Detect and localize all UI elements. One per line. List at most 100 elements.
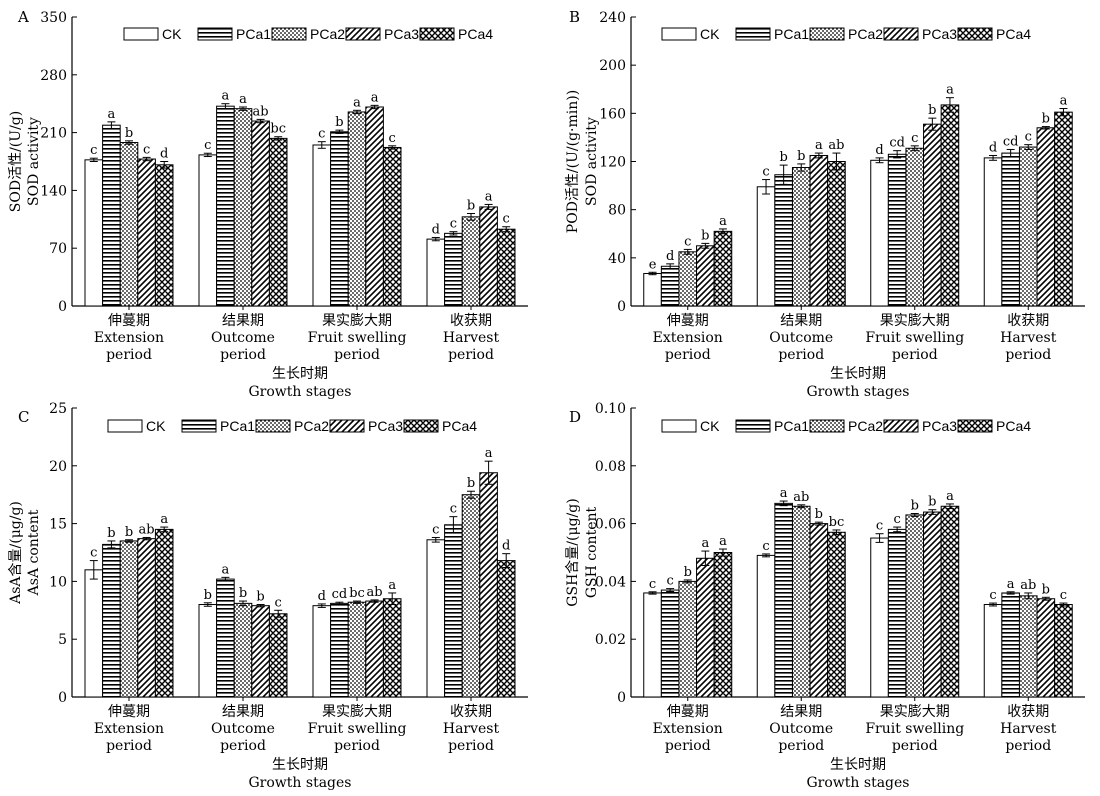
significance-label: a <box>108 107 116 122</box>
significance-label: c <box>275 595 282 610</box>
bar <box>251 605 270 698</box>
x-axis-title-en: Growth stages <box>249 775 352 791</box>
bar <box>923 123 942 307</box>
bar <box>84 159 104 307</box>
category-label-zh: 收获期 <box>450 313 492 329</box>
chart-panel-a: A 0 70 140 210 280 350 SOD活性/(U/g) SOD activity 伸… <box>8 8 528 400</box>
x-axis-title-en: Growth stages <box>249 384 352 400</box>
y-tick-label: 140 <box>40 183 67 199</box>
bar <box>696 245 715 307</box>
significance-label: a <box>701 536 709 551</box>
x-axis-title: 生长时期 <box>272 757 328 773</box>
bar <box>940 505 960 698</box>
y-tick-label: 80 <box>608 203 626 219</box>
category-label-en2: period <box>1005 738 1051 754</box>
significance-label: b <box>928 103 936 118</box>
legend-swatch <box>197 27 233 41</box>
category-label-zh: 收获期 <box>1007 313 1049 329</box>
category-label-zh: 结果期 <box>222 313 264 329</box>
category-label-en2: period <box>665 738 711 754</box>
significance-label: c <box>90 143 97 158</box>
bar <box>1018 146 1038 307</box>
bar <box>365 600 384 698</box>
category-label-en: Outcome <box>769 721 833 737</box>
x-axis-title: 生长时期 <box>272 366 328 382</box>
bar <box>461 494 481 698</box>
category-label-en: Fruit swelling <box>865 330 964 346</box>
category-label-en: Extension <box>653 330 723 346</box>
bar <box>216 578 235 698</box>
significance-label: b <box>815 507 823 522</box>
legend-swatch <box>809 27 845 41</box>
y-tick-label: 240 <box>599 10 626 26</box>
category-label-en2: period <box>334 347 380 363</box>
legend-label: PCa4 <box>996 26 1031 42</box>
significance-label: a <box>719 214 727 229</box>
bar <box>827 531 846 698</box>
significance-label: ab <box>1020 578 1036 593</box>
significance-label: a <box>222 89 230 104</box>
significance-label: c <box>684 234 691 249</box>
bar <box>312 605 332 698</box>
bar <box>809 154 829 307</box>
bar <box>827 161 846 307</box>
significance-label: cd <box>1003 134 1019 149</box>
bar <box>940 104 960 307</box>
bar <box>268 137 288 307</box>
bar <box>426 238 446 307</box>
y-tick-label: 10 <box>49 574 67 590</box>
bar <box>444 232 463 307</box>
legend-label: PCa1 <box>774 26 809 42</box>
legend-swatch <box>883 27 919 41</box>
y-tick-label: 280 <box>40 68 67 84</box>
significance-label: bc <box>270 122 286 137</box>
significance-label: ab <box>793 490 809 505</box>
significance-label: b <box>467 476 475 491</box>
legend-label: CK <box>700 418 720 434</box>
bar <box>496 228 516 307</box>
category-label-en2: period <box>448 347 494 363</box>
significance-label: c <box>1060 588 1067 603</box>
category-label-zh: 果实膨大期 <box>880 703 950 720</box>
y-tick-label: 0.10 <box>595 401 626 417</box>
significance-label: e <box>649 257 657 272</box>
significance-label: b <box>204 588 212 603</box>
category-label-en: Outcome <box>769 330 833 346</box>
legend-label: PCa4 <box>996 418 1031 434</box>
category-label-en: Fruit swelling <box>865 721 964 737</box>
bar <box>233 108 253 307</box>
legend-label: PCa2 <box>848 418 883 434</box>
category-label-en: Extension <box>94 330 164 346</box>
significance-label: cd <box>332 587 348 602</box>
significance-label: a <box>719 534 727 549</box>
bar <box>1036 598 1056 698</box>
bar <box>643 592 662 698</box>
bar <box>312 144 332 307</box>
significance-label: cd <box>889 136 905 151</box>
legend-label: PCa3 <box>922 26 957 42</box>
significance-label: c <box>894 512 901 527</box>
category-label-zh: 果实膨大期 <box>322 703 392 720</box>
significance-label: b <box>107 526 115 541</box>
significance-label: d <box>160 147 168 162</box>
bar <box>426 539 446 698</box>
significance-label: b <box>701 228 709 243</box>
x-axis-title-en: Growth stages <box>807 384 910 400</box>
category-label-en2: period <box>778 738 824 754</box>
significance-label: d <box>502 539 510 554</box>
panel-letter: D <box>569 408 581 426</box>
significance-label: c <box>143 142 150 157</box>
significance-label: a <box>1007 577 1015 592</box>
significance-label: c <box>762 539 769 554</box>
significance-label: b <box>256 590 264 605</box>
bar <box>1054 111 1073 307</box>
significance-label: ab <box>828 138 844 153</box>
category-label-en2: period <box>106 738 152 754</box>
category-label-zh: 收获期 <box>1007 704 1049 720</box>
bar <box>983 604 1003 698</box>
significance-label: a <box>1060 94 1068 109</box>
legend-swatch <box>123 27 159 41</box>
significance-label: c <box>762 165 769 180</box>
bar <box>870 159 889 307</box>
bar <box>887 528 907 698</box>
